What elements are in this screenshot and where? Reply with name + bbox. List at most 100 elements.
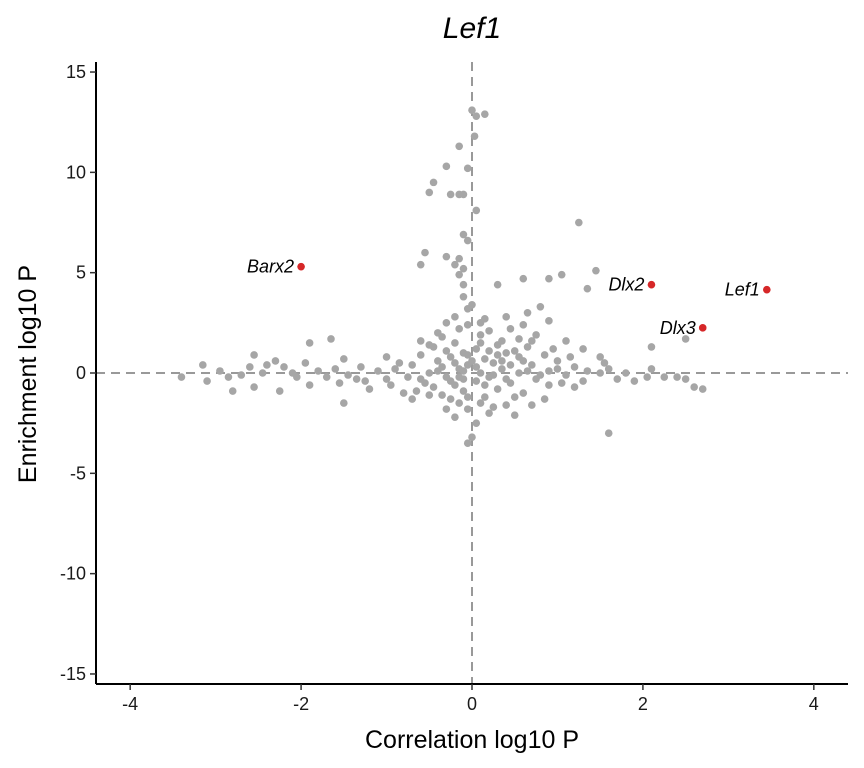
background-point: [498, 357, 506, 365]
highlighted-labels: Barx2 Dlx2 Lef1 Dlx3: [247, 257, 760, 338]
background-point: [566, 353, 575, 361]
y-tick-label: 5: [76, 263, 86, 283]
background-point: [446, 190, 455, 199]
background-point: [502, 401, 510, 409]
background-point: [412, 387, 421, 395]
background-point: [583, 367, 592, 375]
background-point: [596, 369, 604, 377]
background-point: [540, 351, 549, 359]
background-point: [468, 300, 476, 309]
background-point: [216, 367, 224, 375]
background-point: [305, 339, 314, 347]
y-tick-label: 10: [66, 162, 86, 182]
background-point: [489, 371, 498, 379]
highlight-point-label: Dlx2: [608, 275, 644, 295]
reference-lines: [96, 62, 848, 684]
background-point: [250, 383, 258, 391]
background-point: [463, 405, 472, 413]
background-point: [476, 319, 485, 327]
background-point: [327, 335, 335, 343]
highlight-point-label: Dlx3: [660, 318, 696, 338]
background-point: [224, 373, 233, 381]
background-point: [340, 399, 348, 407]
background-point: [271, 357, 280, 365]
axes: -4 -2 0 2 4 -15 -10 -5 0 5 10 15: [60, 62, 848, 714]
background-point: [442, 347, 451, 355]
background-point: [416, 260, 425, 269]
background-point: [314, 367, 322, 375]
background-point: [387, 381, 395, 389]
background-point: [553, 365, 562, 373]
background-point: [451, 260, 459, 269]
background-point: [557, 270, 566, 279]
background-point: [463, 236, 472, 245]
background-point: [365, 385, 374, 393]
background-point: [519, 357, 528, 365]
background-point: [485, 347, 493, 355]
background-point: [421, 379, 429, 387]
background-point: [429, 178, 438, 187]
background-point: [470, 132, 479, 141]
background-point: [528, 401, 536, 409]
background-point: [425, 369, 434, 377]
background-point: [451, 313, 459, 321]
background-point: [374, 367, 382, 375]
background-point: [199, 361, 207, 369]
background-point: [472, 345, 481, 353]
background-point: [557, 379, 566, 387]
background-point: [472, 377, 481, 385]
background-point: [459, 190, 468, 199]
background-point: [502, 349, 510, 357]
background-point: [519, 321, 528, 329]
background-point: [489, 359, 498, 367]
background-point: [506, 361, 515, 369]
background-points: [177, 106, 707, 448]
background-point: [468, 433, 476, 442]
background-point: [340, 355, 348, 363]
background-point: [446, 377, 455, 385]
background-point: [391, 365, 399, 373]
background-point: [425, 341, 434, 349]
background-point: [263, 361, 271, 369]
x-tick-label: 2: [638, 694, 648, 714]
background-point: [681, 375, 690, 383]
background-point: [322, 373, 331, 381]
background-point: [592, 266, 600, 275]
background-point: [519, 274, 528, 283]
background-point: [434, 367, 442, 375]
background-point: [275, 387, 284, 395]
background-point: [502, 375, 510, 383]
background-point: [476, 399, 485, 407]
background-point: [502, 313, 510, 321]
background-point: [528, 361, 536, 369]
background-point: [442, 405, 451, 413]
background-point: [545, 274, 553, 283]
background-point: [545, 317, 553, 325]
background-point: [395, 359, 404, 367]
background-point: [459, 375, 468, 383]
background-point: [545, 381, 553, 389]
background-point: [468, 106, 476, 114]
y-tick-label: -10: [60, 564, 86, 584]
background-point: [481, 110, 489, 118]
background-point: [438, 391, 446, 399]
background-point: [583, 284, 592, 293]
background-point: [442, 252, 451, 261]
background-point: [575, 218, 583, 227]
background-point: [421, 248, 429, 257]
background-point: [562, 337, 570, 345]
background-point: [510, 411, 519, 419]
highlight-point: [763, 285, 771, 294]
background-point: [455, 399, 463, 407]
background-point: [177, 373, 186, 381]
highlight-point-label: Lef1: [725, 280, 760, 300]
background-point: [472, 419, 481, 427]
background-point: [446, 353, 455, 361]
background-point: [515, 335, 523, 343]
background-point: [553, 357, 562, 365]
background-point: [382, 353, 391, 361]
background-point: [604, 429, 613, 437]
x-axis-title: Correlation log10 P: [365, 726, 579, 754]
background-point: [528, 337, 536, 345]
